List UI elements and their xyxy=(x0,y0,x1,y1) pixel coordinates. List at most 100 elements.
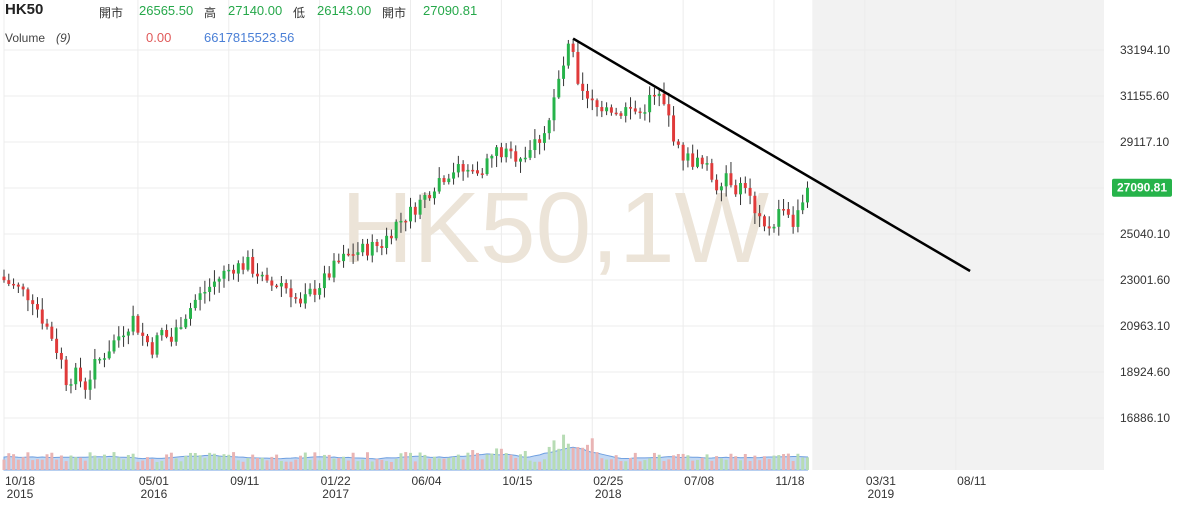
candle-up xyxy=(557,78,561,98)
candle-down xyxy=(748,187,752,196)
candle-down xyxy=(145,335,149,343)
volume-bar xyxy=(21,457,25,470)
volume-bar xyxy=(409,452,413,470)
candle-down xyxy=(232,269,236,274)
volume-bar xyxy=(805,457,809,470)
candle-down xyxy=(55,338,59,353)
high-label: 高 xyxy=(204,6,217,20)
candle-down xyxy=(251,256,255,274)
candle-down xyxy=(499,147,503,158)
volume-bar xyxy=(629,457,633,470)
open-label: 開市 xyxy=(99,6,124,20)
candle-up xyxy=(246,256,250,270)
candle-up xyxy=(485,158,489,175)
volume-bar xyxy=(299,455,303,470)
candle-up xyxy=(198,293,202,300)
volume-bar xyxy=(342,456,346,470)
candle-up xyxy=(523,157,527,160)
candle-down xyxy=(294,297,298,299)
candle-up xyxy=(605,107,609,112)
volume-bar xyxy=(542,459,546,470)
trendline[interactable] xyxy=(572,37,971,273)
volume-bar xyxy=(370,461,374,470)
volume-bar xyxy=(791,461,795,470)
candle-up xyxy=(227,269,231,272)
volume-bar xyxy=(275,454,279,470)
candle-down xyxy=(59,352,63,360)
candle-down xyxy=(404,220,408,223)
last-price-badge-box xyxy=(1112,178,1172,197)
volume-bar xyxy=(50,452,54,470)
candle-down xyxy=(31,300,35,305)
candle-down xyxy=(40,309,44,324)
volume-bar xyxy=(748,461,752,470)
volume-bar xyxy=(528,460,532,470)
candle-down xyxy=(380,246,384,248)
volume-bar xyxy=(79,457,83,470)
candle-down xyxy=(710,163,714,180)
volume-bar xyxy=(327,454,331,470)
candle-up xyxy=(456,164,460,173)
volume-bar xyxy=(145,457,149,470)
volume-bar xyxy=(255,458,259,470)
last-price-badge-label: 27090.81 xyxy=(1117,181,1167,195)
volume-bar xyxy=(346,460,350,470)
x-tick-label: 08/11 xyxy=(957,474,986,488)
volume-bar xyxy=(428,458,432,470)
candle-down xyxy=(35,304,39,310)
candle-up xyxy=(322,273,326,289)
volume-bar xyxy=(74,457,78,470)
volume-bar xyxy=(648,458,652,470)
candle-up xyxy=(657,93,661,96)
x-tick-label: 06/04 xyxy=(412,474,442,488)
candle-down xyxy=(629,107,633,109)
volume-bar xyxy=(557,448,561,470)
volume-bar xyxy=(767,459,771,470)
volume-bar xyxy=(519,454,523,470)
volume-bar xyxy=(64,461,68,470)
candle-down xyxy=(12,283,16,286)
volume-bar xyxy=(93,455,97,470)
volume-bar xyxy=(222,454,226,470)
volume-bar xyxy=(595,452,599,470)
volume-bar xyxy=(547,446,551,470)
candle-up xyxy=(686,153,690,161)
candle-up xyxy=(122,335,126,338)
candle-down xyxy=(652,94,656,97)
candle-down xyxy=(758,213,762,217)
volume-bar xyxy=(203,457,207,470)
candle-down xyxy=(509,148,513,152)
volume-bar xyxy=(753,455,757,470)
candle-down xyxy=(590,98,594,101)
volume-bar xyxy=(112,452,116,470)
x-tick-year: 2019 xyxy=(868,487,895,501)
candle-down xyxy=(585,90,589,99)
candle-down xyxy=(275,285,279,288)
volume-bar xyxy=(35,459,39,470)
volume-bar xyxy=(700,457,704,470)
candle-up xyxy=(566,43,570,66)
high-value: 27140.00 xyxy=(228,3,283,18)
volume-bar xyxy=(284,461,288,470)
volume-bar xyxy=(136,461,140,470)
volume-bar xyxy=(514,457,518,470)
candle-down xyxy=(767,226,771,229)
candle-up xyxy=(805,187,809,203)
low-value: 26143.00 xyxy=(317,3,372,18)
candle-up xyxy=(452,172,456,179)
candle-up xyxy=(547,120,551,134)
candle-down xyxy=(734,185,738,195)
candle-up xyxy=(69,384,73,386)
candle-up xyxy=(184,318,188,328)
candle-down xyxy=(662,93,666,105)
candle-up xyxy=(724,173,728,187)
volume-bar xyxy=(758,460,762,470)
volume-bar xyxy=(279,460,283,470)
candle-down xyxy=(165,329,169,337)
volume-bar xyxy=(605,459,609,470)
volume-bar xyxy=(676,454,680,470)
volume-bar xyxy=(2,459,6,470)
candle-down xyxy=(638,111,642,114)
candle-down xyxy=(265,274,269,281)
